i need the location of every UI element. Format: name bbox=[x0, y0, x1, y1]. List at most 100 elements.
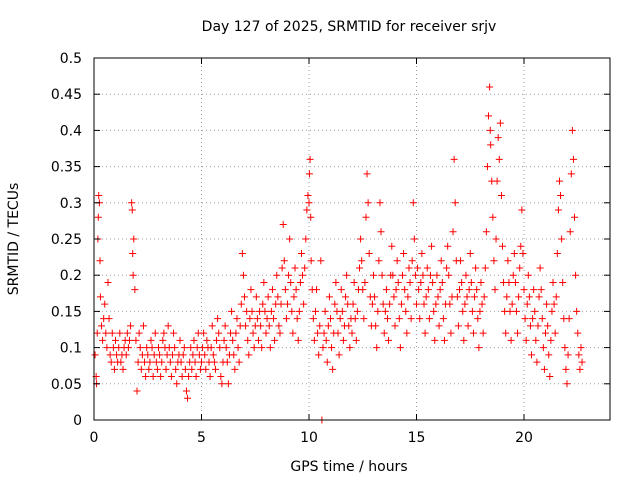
data-point bbox=[370, 271, 377, 279]
data-point bbox=[178, 373, 186, 381]
data-point bbox=[337, 286, 345, 294]
data-point bbox=[396, 344, 404, 352]
data-point bbox=[110, 365, 118, 373]
data-point bbox=[129, 271, 137, 279]
data-point bbox=[357, 235, 365, 243]
data-point bbox=[388, 242, 396, 250]
data-point bbox=[315, 351, 323, 359]
data-point bbox=[415, 286, 423, 294]
data-point bbox=[277, 300, 285, 308]
data-point bbox=[146, 358, 154, 366]
data-point bbox=[309, 315, 317, 323]
y-tick-label: 0.25 bbox=[51, 232, 82, 248]
data-point bbox=[105, 315, 113, 323]
data-point bbox=[419, 271, 427, 279]
data-point bbox=[532, 336, 540, 344]
data-point bbox=[288, 307, 296, 315]
data-point bbox=[158, 358, 166, 366]
data-point bbox=[374, 307, 382, 315]
data-point bbox=[463, 293, 471, 301]
data-point bbox=[329, 365, 337, 373]
data-point bbox=[460, 336, 468, 344]
data-point bbox=[328, 344, 336, 352]
data-point bbox=[276, 329, 284, 337]
data-point bbox=[331, 300, 339, 308]
data-point bbox=[275, 322, 283, 330]
data-point bbox=[514, 329, 522, 337]
data-point bbox=[507, 336, 515, 344]
data-point bbox=[492, 235, 500, 243]
data-point bbox=[550, 300, 558, 308]
data-point bbox=[296, 278, 304, 286]
x-tick-label: 5 bbox=[197, 430, 206, 446]
data-point bbox=[314, 329, 322, 337]
data-point bbox=[238, 249, 246, 257]
data-point bbox=[512, 307, 520, 315]
data-point bbox=[261, 307, 269, 315]
data-point bbox=[304, 192, 312, 200]
data-point bbox=[363, 170, 371, 178]
data-point bbox=[359, 286, 367, 294]
data-point bbox=[149, 373, 157, 381]
data-point bbox=[569, 155, 577, 163]
data-point bbox=[303, 206, 311, 214]
data-point bbox=[381, 307, 389, 315]
data-point bbox=[522, 336, 530, 344]
data-point bbox=[95, 192, 103, 200]
data-point bbox=[332, 278, 340, 286]
data-point bbox=[509, 271, 517, 279]
data-point bbox=[529, 315, 537, 323]
data-point bbox=[184, 394, 192, 402]
data-point bbox=[177, 358, 185, 366]
data-point bbox=[310, 336, 318, 344]
data-point bbox=[555, 177, 563, 185]
data-point bbox=[449, 228, 457, 236]
data-point bbox=[239, 271, 247, 279]
data-point bbox=[458, 278, 466, 286]
data-point bbox=[394, 278, 402, 286]
data-point bbox=[456, 286, 463, 294]
data-point bbox=[453, 293, 461, 301]
data-point bbox=[305, 199, 313, 207]
data-point bbox=[247, 286, 255, 294]
data-point bbox=[443, 264, 451, 272]
data-point bbox=[518, 206, 526, 214]
data-point bbox=[325, 293, 333, 301]
data-point bbox=[250, 344, 258, 352]
data-point bbox=[313, 286, 321, 294]
data-point bbox=[185, 373, 193, 381]
data-point bbox=[104, 278, 112, 286]
data-point bbox=[446, 300, 454, 308]
data-point bbox=[248, 307, 256, 315]
data-point bbox=[102, 329, 110, 337]
data-point bbox=[494, 134, 502, 142]
data-point bbox=[188, 365, 196, 373]
chart-title: Day 127 of 2025, SRMTID for receiver srj… bbox=[202, 19, 497, 35]
data-point bbox=[284, 300, 291, 308]
data-point bbox=[323, 358, 331, 366]
data-point bbox=[407, 315, 415, 323]
data-point bbox=[439, 315, 447, 323]
data-point bbox=[101, 300, 109, 308]
data-point bbox=[577, 344, 585, 352]
data-point bbox=[260, 278, 268, 286]
data-point bbox=[516, 264, 524, 272]
data-point bbox=[399, 271, 407, 279]
data-point bbox=[413, 300, 420, 308]
data-point bbox=[422, 293, 430, 301]
data-point bbox=[542, 329, 549, 337]
data-point bbox=[156, 351, 164, 359]
data-point bbox=[493, 177, 501, 185]
data-point bbox=[107, 358, 115, 366]
data-point bbox=[520, 286, 528, 294]
data-point bbox=[117, 358, 125, 366]
data-point bbox=[155, 344, 162, 352]
data-point bbox=[98, 322, 106, 330]
data-point bbox=[526, 322, 534, 330]
data-point bbox=[112, 336, 119, 344]
data-point bbox=[351, 315, 359, 323]
y-tick-label: 0.15 bbox=[51, 304, 82, 320]
data-point bbox=[451, 199, 459, 207]
data-point bbox=[491, 286, 499, 294]
data-point bbox=[350, 278, 358, 286]
